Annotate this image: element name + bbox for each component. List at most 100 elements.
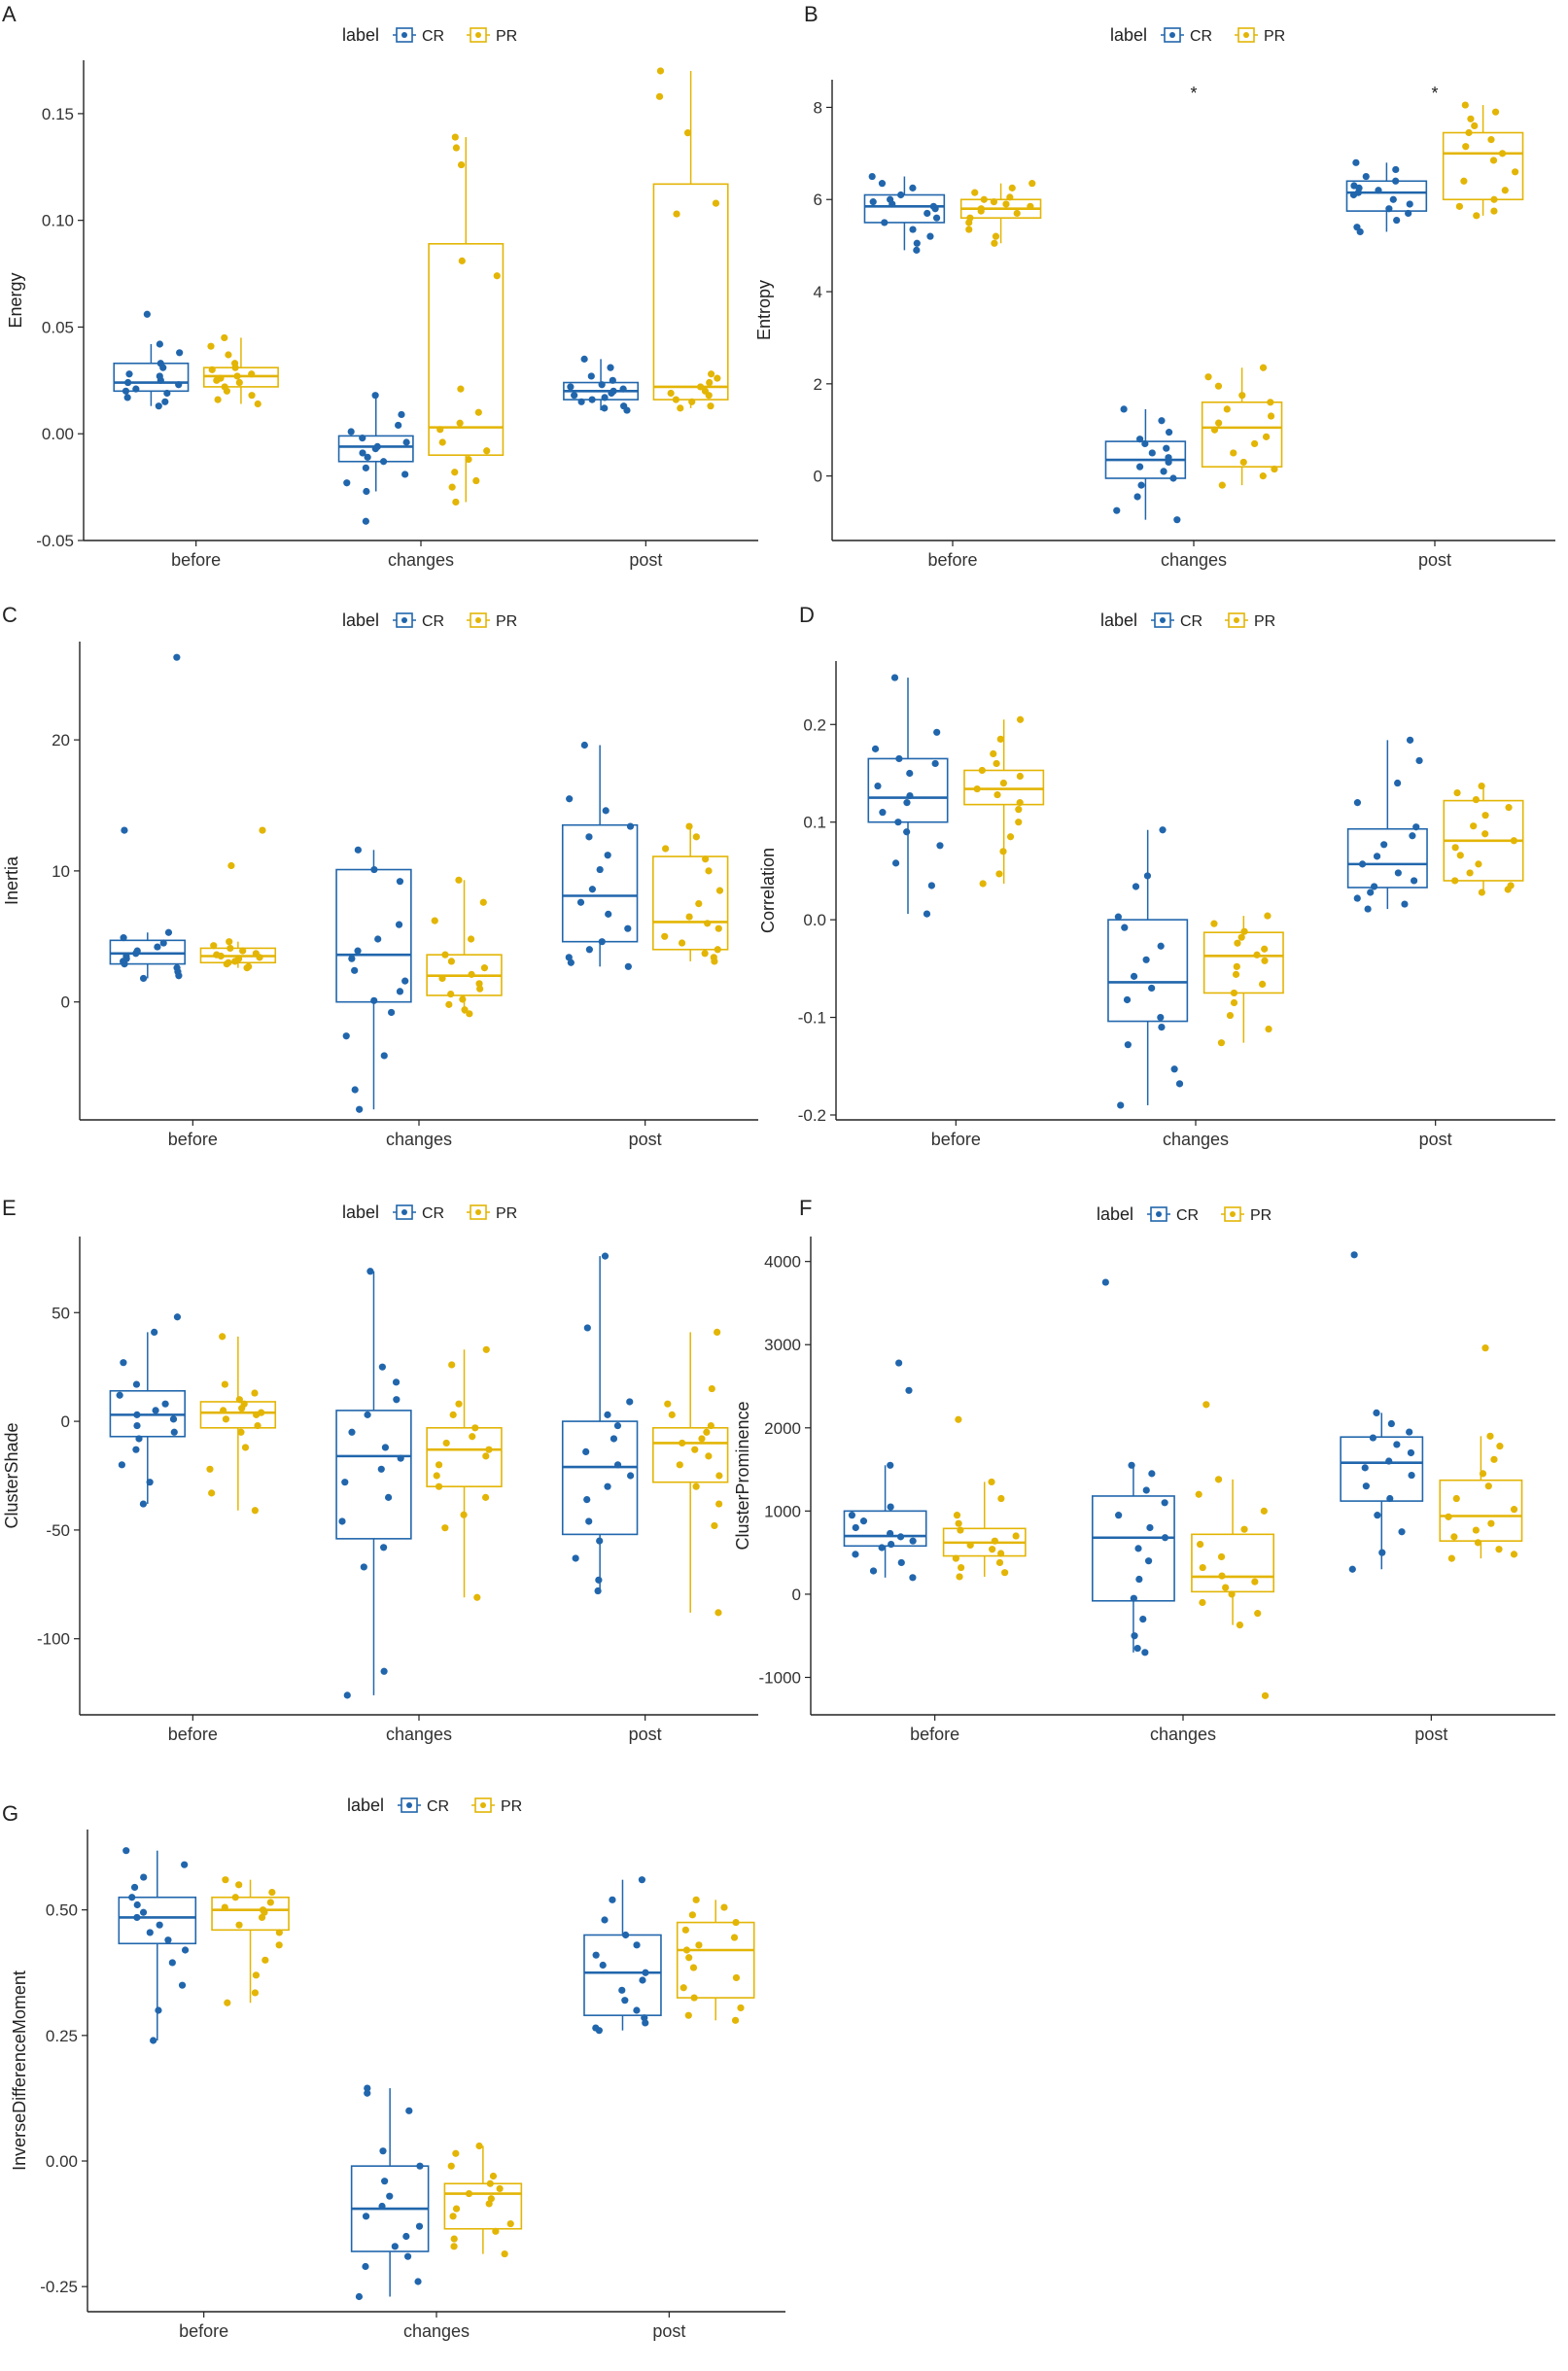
data-point: [415, 2222, 424, 2230]
data-point: [435, 1482, 443, 1490]
data-point: [181, 1861, 189, 1868]
data-point: [124, 378, 132, 387]
box-iqr: [1340, 1436, 1424, 1502]
legend-key-pr: [1225, 612, 1248, 628]
box-iqr: [1442, 131, 1524, 201]
data-point: [1131, 1632, 1138, 1640]
data-point: [233, 372, 241, 380]
data-point: [447, 958, 456, 965]
data-point: [989, 1546, 996, 1553]
data-point: [705, 867, 713, 875]
data-point: [1364, 905, 1372, 913]
data-point: [1006, 193, 1014, 201]
data-point: [639, 1976, 646, 1984]
y-tick-label: 2: [814, 375, 822, 394]
data-point: [988, 1478, 995, 1486]
data-point: [235, 1396, 243, 1404]
data-point: [118, 1461, 125, 1469]
data-point: [1409, 832, 1416, 840]
data-point: [1142, 1486, 1150, 1494]
data-point: [720, 1903, 728, 1911]
data-point: [1117, 1101, 1125, 1109]
data-point: [479, 898, 487, 906]
axes: -1000 0 1000 2000 3000 4000 before changes post: [759, 1237, 1555, 1744]
legend: label CR PR: [342, 1203, 517, 1222]
data-point: [619, 385, 627, 393]
data-point: [374, 935, 382, 943]
data-point: [1237, 933, 1245, 941]
data-point: [1157, 942, 1165, 950]
data-point: [474, 408, 482, 416]
data-point: [1369, 1434, 1377, 1442]
data-point: [485, 2200, 493, 2208]
data-point: [275, 1929, 283, 1936]
data-point: [393, 1396, 401, 1404]
data-point: [683, 129, 692, 137]
data-point: [1136, 436, 1144, 443]
data-point: [923, 209, 931, 218]
data-point: [416, 2162, 424, 2170]
data-point: [161, 1400, 169, 1408]
data-point: [909, 1537, 917, 1545]
data-point: [888, 1540, 895, 1549]
y-tick-label: 0: [61, 1412, 70, 1431]
data-point: [1234, 939, 1241, 947]
data-point: [493, 272, 501, 280]
data-point: [1199, 1598, 1206, 1607]
box-iqr: [561, 1420, 639, 1536]
data-point: [1230, 449, 1237, 457]
data-point: [448, 483, 456, 491]
box-cr-before: [118, 1847, 197, 2044]
data-point: [155, 402, 162, 410]
data-point: [116, 1391, 123, 1399]
box-iqr: [211, 1896, 290, 1932]
data-point: [351, 966, 359, 974]
data-point: [351, 1086, 359, 1094]
series-cr: [843, 1251, 1424, 1656]
data-point: [692, 1896, 700, 1903]
data-point: [668, 1411, 676, 1418]
y-tick-label: 0.2: [803, 715, 826, 734]
x-tick-label: before: [168, 1725, 218, 1744]
data-point: [705, 1452, 713, 1460]
data-point: [1348, 1565, 1356, 1573]
data-point: [1498, 150, 1507, 157]
data-point: [604, 1482, 611, 1490]
data-point: [565, 954, 573, 961]
data-point: [1461, 101, 1469, 109]
data-point: [501, 2249, 508, 2258]
box-cr-changes: [335, 846, 412, 1113]
data-point: [1453, 788, 1461, 797]
data-point: [275, 1941, 283, 1949]
box-iqr: [1107, 919, 1189, 1023]
data-point: [175, 381, 183, 389]
data-point: [979, 880, 987, 888]
box-pr-changes: [1201, 364, 1283, 489]
data-point: [691, 1446, 699, 1453]
data-point: [219, 1333, 226, 1341]
data-point: [468, 970, 475, 978]
series-pr: [211, 1876, 755, 2258]
y-tick-label: 20: [52, 731, 70, 750]
data-point: [1113, 506, 1121, 514]
box-iqr: [335, 1410, 412, 1540]
data-point: [1214, 382, 1223, 390]
data-point: [1165, 458, 1172, 467]
data-point: [601, 394, 609, 401]
data-point: [1143, 872, 1152, 880]
data-point: [452, 144, 461, 152]
data-point: [362, 464, 369, 471]
box-iqr: [583, 1934, 662, 2016]
data-point: [1361, 1464, 1369, 1472]
legend: label CR PR: [1097, 1204, 1272, 1224]
data-point: [996, 735, 1004, 743]
y-tick-label: 10: [52, 862, 70, 881]
data-point: [1265, 1026, 1272, 1033]
y-tick-label: 0: [814, 468, 822, 486]
data-point: [231, 364, 239, 371]
series-cr: [867, 674, 1428, 1109]
data-point: [363, 487, 370, 496]
data-point: [161, 398, 169, 405]
data-point: [613, 1461, 622, 1469]
data-point: [1410, 877, 1418, 885]
